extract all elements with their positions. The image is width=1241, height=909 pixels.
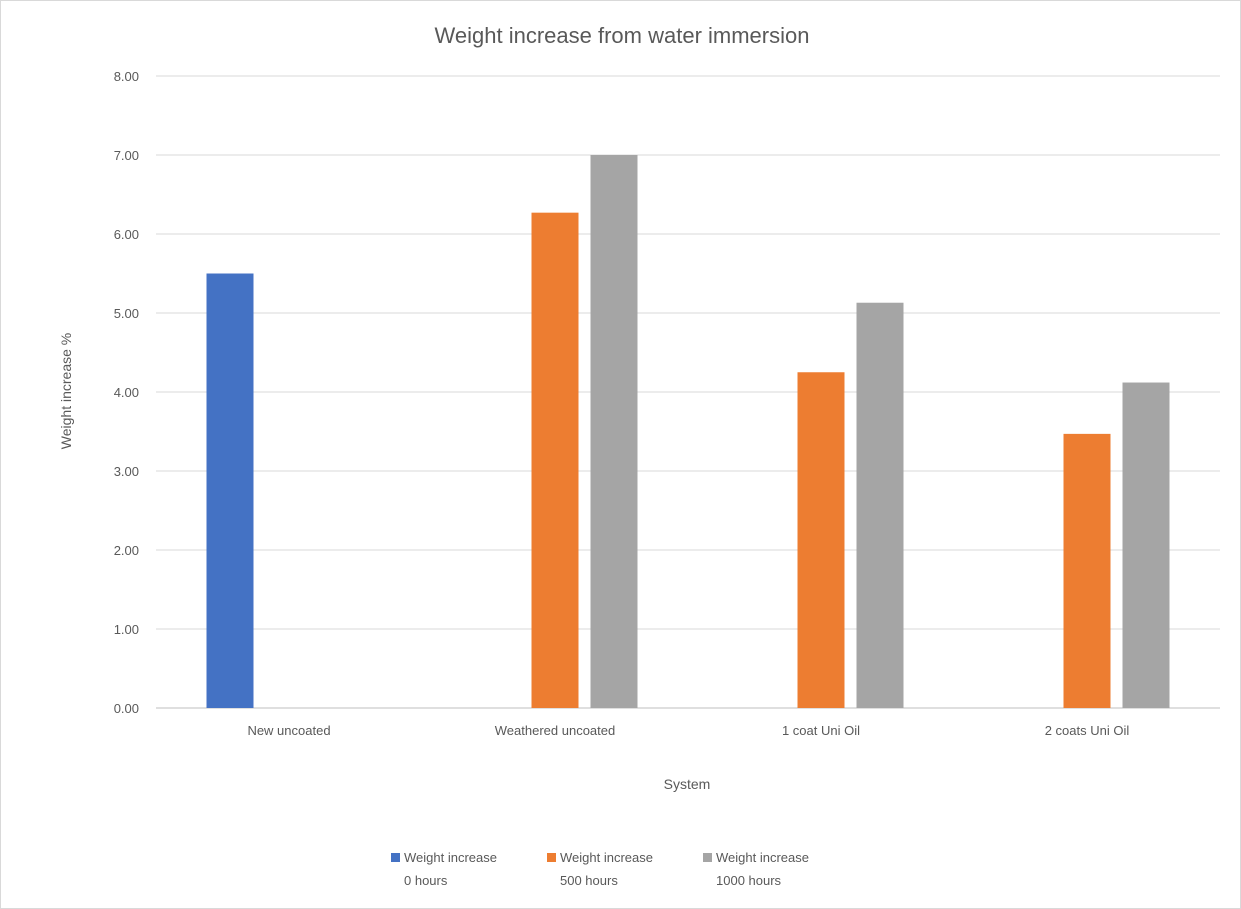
x-tick-label: Weathered uncoated bbox=[495, 723, 615, 738]
legend-swatch bbox=[391, 853, 400, 862]
y-tick-label: 1.00 bbox=[114, 622, 139, 637]
legend-label: Weight increase bbox=[560, 850, 653, 865]
legend-label: 500 hours bbox=[560, 873, 618, 888]
y-tick-label: 7.00 bbox=[114, 148, 139, 163]
legend-label: 0 hours bbox=[404, 873, 448, 888]
x-tick-label: 1 coat Uni Oil bbox=[782, 723, 860, 738]
legend-swatch bbox=[703, 853, 712, 862]
x-tick-label: New uncoated bbox=[247, 723, 330, 738]
bar bbox=[590, 155, 638, 708]
y-tick-labels: 0.00 1.00 2.00 3.00 4.00 5.00 6.00 7.00 8.00 bbox=[114, 69, 139, 716]
bars bbox=[206, 155, 1170, 709]
bar bbox=[1122, 382, 1170, 708]
y-tick-label: 2.00 bbox=[114, 543, 139, 558]
y-tick-label: 0.00 bbox=[114, 701, 139, 716]
gridlines bbox=[156, 75, 1220, 709]
legend-label: Weight increase bbox=[716, 850, 809, 865]
x-axis-title: System bbox=[664, 776, 711, 792]
bar bbox=[1063, 433, 1111, 708]
chart-title: Weight increase from water immersion bbox=[435, 23, 810, 48]
bar bbox=[856, 302, 904, 708]
bar bbox=[797, 372, 845, 708]
legend-label: Weight increase bbox=[404, 850, 497, 865]
legend-swatch bbox=[547, 853, 556, 862]
x-tick-label: 2 coats Uni Oil bbox=[1045, 723, 1130, 738]
legend-label: 1000 hours bbox=[716, 873, 782, 888]
bar bbox=[206, 273, 254, 708]
y-tick-label: 3.00 bbox=[114, 464, 139, 479]
y-tick-label: 8.00 bbox=[114, 69, 139, 84]
y-axis-title: Weight increase % bbox=[58, 333, 74, 449]
bar bbox=[531, 212, 579, 709]
x-tick-labels: New uncoated Weathered uncoated 1 coat Uni… bbox=[247, 723, 1129, 738]
y-tick-label: 4.00 bbox=[114, 385, 139, 400]
y-tick-label: 5.00 bbox=[114, 306, 139, 321]
legend: Weight increase 0 hours Weight increase 500… bbox=[391, 850, 809, 888]
y-tick-label: 6.00 bbox=[114, 227, 139, 242]
